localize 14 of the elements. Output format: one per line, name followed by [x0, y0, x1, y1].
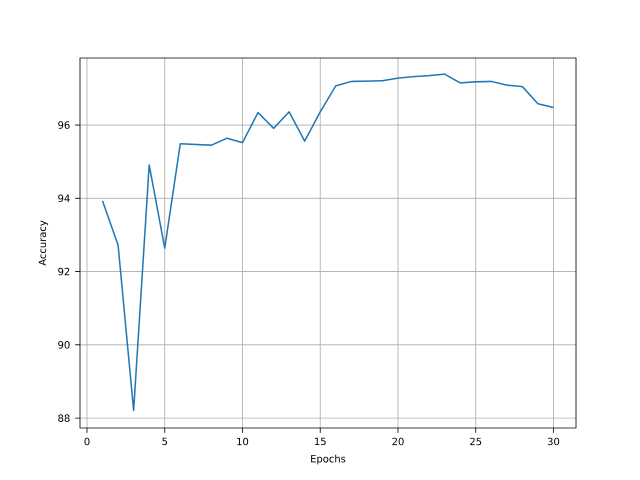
x-tick-label: 15: [314, 438, 326, 446]
y-tick-label: 92: [58, 268, 70, 276]
x-axis-title: Epochs: [311, 454, 346, 464]
y-tick-label: 94: [58, 194, 70, 202]
x-tick-label: 25: [470, 438, 482, 446]
y-tick-label: 96: [58, 121, 70, 129]
x-tick-label: 5: [162, 438, 168, 446]
x-tick-label: 0: [84, 438, 90, 446]
y-tick-label: 90: [58, 341, 70, 349]
x-tick-label: 30: [548, 438, 560, 446]
x-tick-label: 10: [237, 438, 248, 446]
y-tick-label: 88: [58, 414, 70, 422]
x-tick-label: 20: [392, 438, 404, 446]
y-axis-title: Accuracy: [38, 220, 48, 266]
